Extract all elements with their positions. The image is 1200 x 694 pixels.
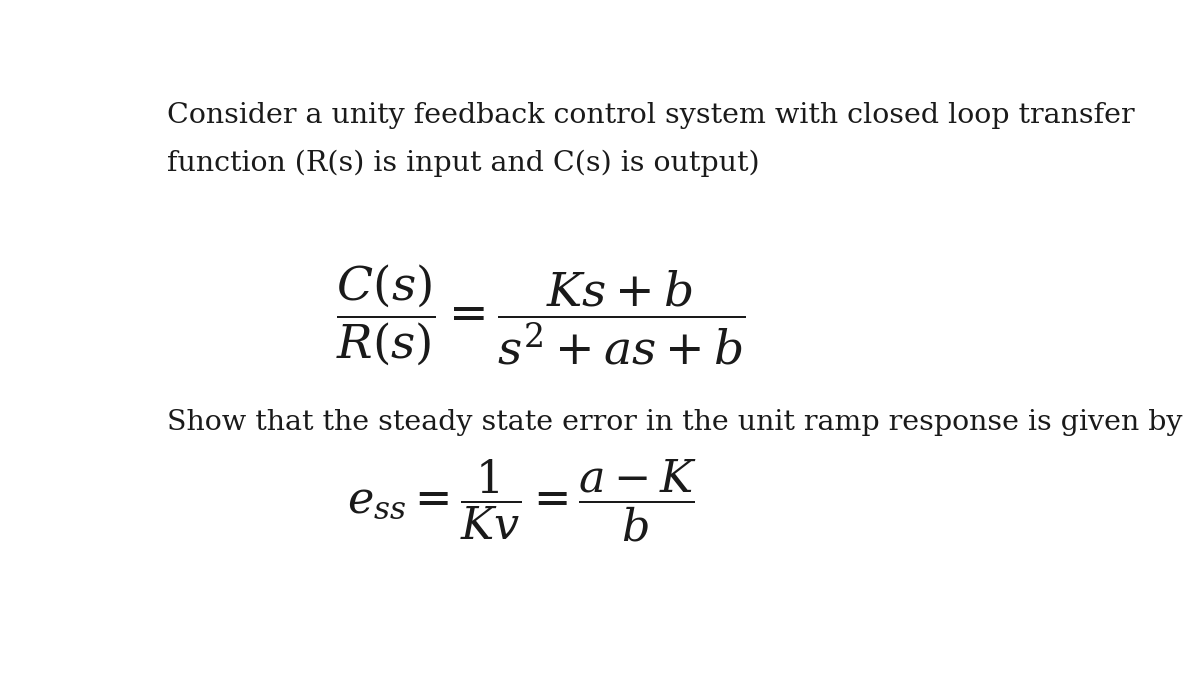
Text: $e_{ss} = \dfrac{1}{Kv} = \dfrac{a - K}{b}$: $e_{ss} = \dfrac{1}{Kv} = \dfrac{a - K}{… (347, 457, 697, 543)
Text: Consider a unity feedback control system with closed loop transfer: Consider a unity feedback control system… (167, 102, 1134, 129)
Text: $\dfrac{C(s)}{R(s)} = \dfrac{Ks + b}{s^2 + as + b}$: $\dfrac{C(s)}{R(s)} = \dfrac{Ks + b}{s^2… (336, 263, 745, 369)
Text: Show that the steady state error in the unit ramp response is given by: Show that the steady state error in the … (167, 409, 1182, 437)
Text: function (R(s) is input and C(s) is output): function (R(s) is input and C(s) is outp… (167, 150, 760, 178)
